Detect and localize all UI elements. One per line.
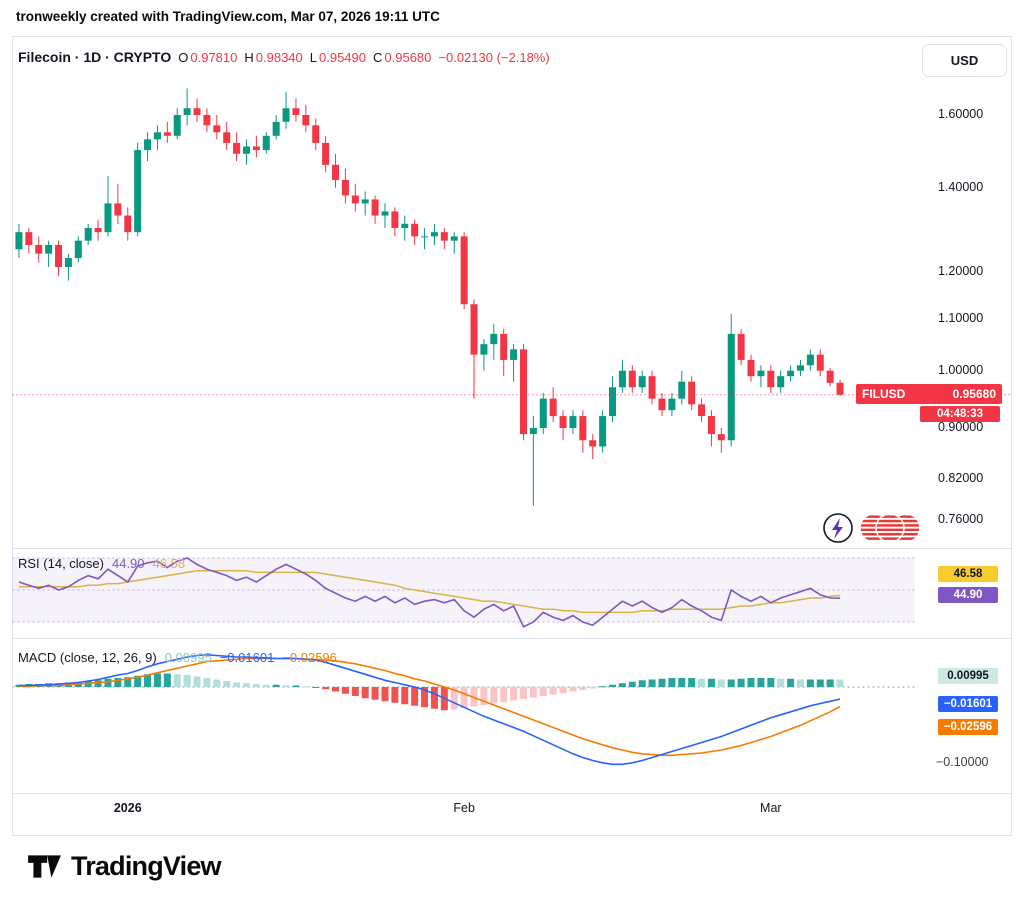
bar-countdown-tag: 04:48:33 — [920, 405, 1000, 422]
price-tick-label: 0.82000 — [938, 470, 984, 485]
macd-signal-price-tag: −0.02596 — [938, 719, 998, 735]
ohlc-change-value: −0.02130 (−2.18%) — [438, 50, 550, 65]
time-tick-label: 2026 — [113, 801, 142, 815]
pane-borders — [12, 36, 1012, 836]
ohlc-close-value: 0.95680 — [384, 50, 432, 65]
macd-axis-label: −0.10000 — [936, 755, 989, 769]
ohlc-close-label: C — [373, 50, 383, 65]
rsi-ma-line — [18, 570, 841, 614]
price-tick-label: 1.00000 — [938, 362, 984, 377]
ohlc-high-label: H — [244, 50, 254, 65]
price-tick-label: 1.10000 — [938, 310, 984, 325]
macd-signal-line-series — [18, 657, 841, 757]
chart-badges — [822, 511, 922, 545]
ohlc-high-value: 0.98340 — [255, 50, 303, 65]
tradingview-logo-icon — [26, 848, 62, 884]
ohlc-open-value: 0.97810 — [190, 50, 238, 65]
rsi-line — [18, 557, 841, 628]
rsi-legend: RSI (14, close) 44.90 46.58 — [18, 556, 185, 571]
tradingview-footer-link[interactable]: TradingView — [26, 848, 222, 884]
lightning-icon[interactable] — [822, 512, 854, 544]
rsi-ma-price-tag: 46.58 — [938, 566, 998, 582]
macd-title: MACD (close, 12, 26, 9) — [18, 650, 157, 665]
rsi-price-tag: 44.90 — [938, 587, 998, 603]
rsi-title: RSI (14, close) — [18, 556, 104, 571]
currency-button[interactable]: USD — [922, 44, 1007, 77]
last-price-tag: FILUSD 0.95680 — [856, 383, 1002, 404]
price-tick-label: 0.90000 — [938, 420, 984, 435]
rsi-ma-value: 46.58 — [152, 556, 186, 571]
macd-hist-value: 0.00995 — [164, 650, 212, 665]
ohlc-low-label: L — [309, 50, 317, 65]
time-tick-label: Feb — [453, 801, 475, 815]
macd-legend: MACD (close, 12, 26, 9) 0.00995 −0.01601… — [18, 650, 337, 665]
macd-line-price-tag: −0.01601 — [938, 696, 998, 712]
rsi-band — [12, 557, 915, 623]
symbol-title: Filecoin · 1D · CRYPTO — [18, 49, 172, 65]
price-tick-label: 0.76000 — [938, 512, 984, 526]
symbol-legend: Filecoin · 1D · CRYPTO O 0.97810 H 0.98340… — [18, 49, 550, 65]
macd-line-value: −0.01601 — [219, 650, 275, 665]
candlestick-series — [15, 88, 844, 506]
macd-line-series — [18, 653, 841, 766]
last-price-value: 0.95680 — [952, 386, 996, 401]
brand-name: TradingView — [71, 850, 222, 881]
price-tick-label: 1.20000 — [938, 263, 984, 278]
ohlc-low-value: 0.95490 — [319, 50, 366, 65]
price-tick-label: 1.60000 — [938, 107, 984, 121]
rsi-value: 44.90 — [111, 556, 145, 571]
time-tick-label: Mar — [760, 801, 782, 815]
striped-circles-logo-icon — [858, 511, 922, 545]
last-price-symbol: FILUSD — [862, 386, 906, 401]
ohlc-open-label: O — [178, 50, 189, 65]
price-tick-label: 1.40000 — [938, 179, 984, 194]
macd-hist-price-tag: 0.00995 — [938, 668, 998, 684]
macd-signal-value: −0.02596 — [282, 650, 337, 665]
attribution-text: tronweekly created with TradingView.com,… — [16, 9, 440, 24]
